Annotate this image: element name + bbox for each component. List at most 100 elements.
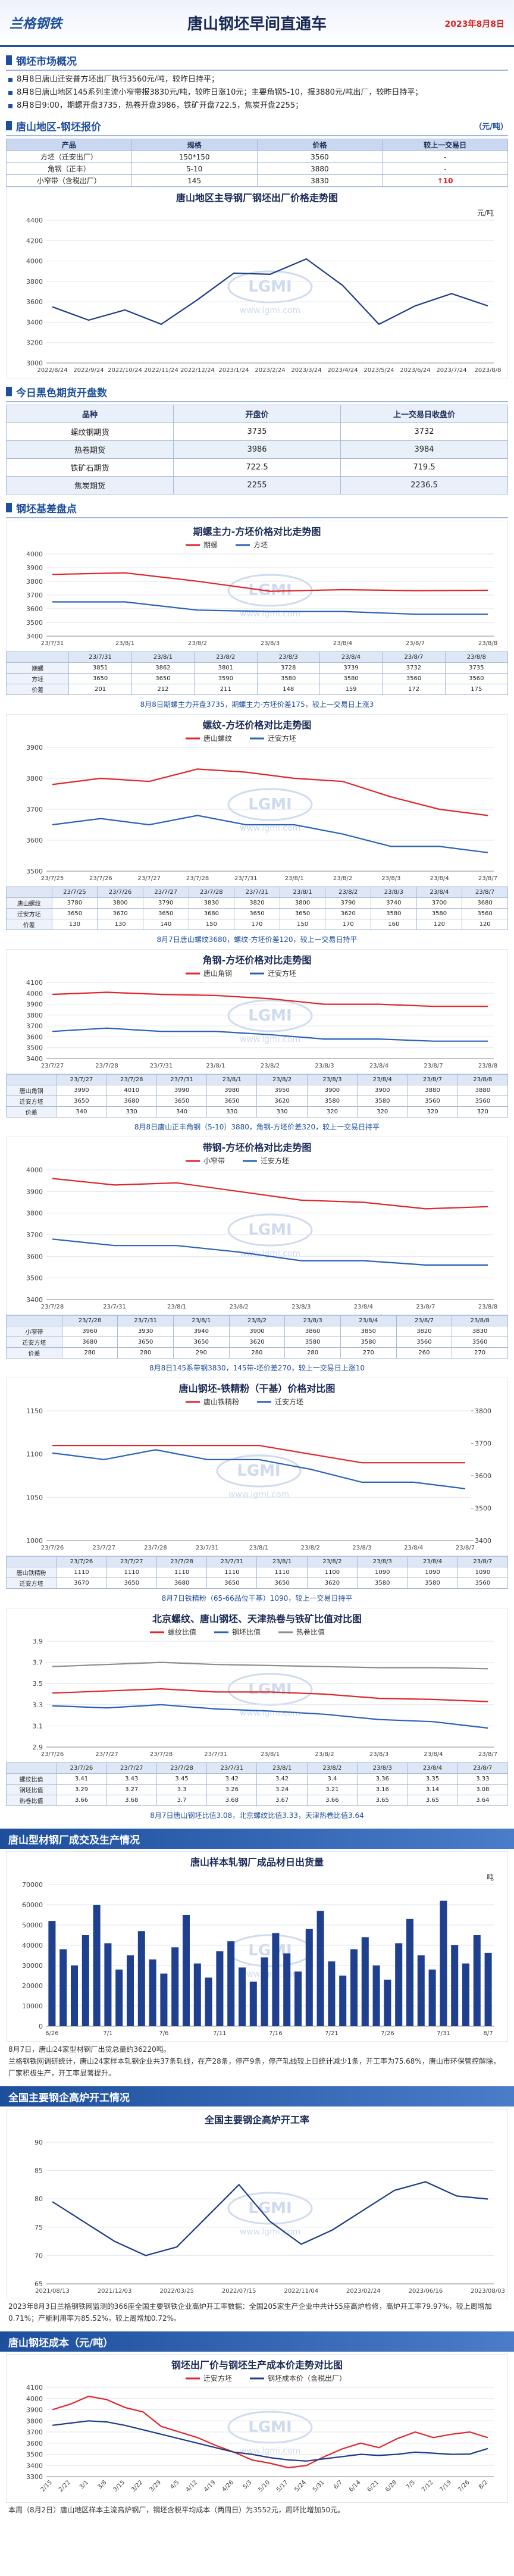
section-header: 全国主要钢企高炉开工情况 <box>0 2086 514 2107</box>
cell: 3620 <box>306 1577 358 1589</box>
cell: 3990 <box>156 1085 208 1096</box>
x-tick-label: 7/21 <box>325 2030 338 2037</box>
watermark-logo <box>227 2411 313 2444</box>
chart-background <box>6 2109 508 2299</box>
y-tick-label: 3000 <box>26 359 43 367</box>
x-tick-label: 2022/07/15 <box>222 2288 256 2295</box>
row: 铁矿石期货 722.5 719.5 <box>6 458 508 477</box>
caption: 8月8日期螺主力开盘3735，期螺主力-方坯价差175，较上一交易日上涨3 <box>140 700 374 709</box>
bar <box>48 1921 56 2026</box>
cell: 3560 <box>457 1577 509 1589</box>
cell: 3650 <box>51 908 98 919</box>
legend-label: 迁安方坯 <box>268 969 296 978</box>
cell: 3560 <box>457 1095 509 1107</box>
date-header: 23/8/4 <box>319 652 383 663</box>
bar <box>294 1971 302 2026</box>
row: 唐山螺纹 3780 3800 3790 3830 3820 3800 3790 3740 3700… <box>6 897 508 909</box>
date-header: 23/8/1 <box>206 1074 258 1085</box>
y-tick-label: 3.1 <box>33 1722 43 1730</box>
bullet: 8月8日唐山迁安普方坯出厂执行3560元/吨，较昨日持平； <box>0 73 514 86</box>
chart-title: 期螺主力-方坯价格对比走势图 <box>193 526 321 537</box>
date-header: 23/7/26 <box>56 1763 107 1774</box>
series-line <box>52 991 488 1007</box>
bar <box>205 1977 212 2026</box>
y-tick-label: 3.3 <box>33 1701 43 1709</box>
row-header: 螺纹比值 <box>5 1773 57 1785</box>
cell: 3.65 <box>407 1795 458 1806</box>
date-header: 23/8/3 <box>284 1315 341 1326</box>
bar <box>249 1982 257 2026</box>
cell: 螺纹钢期货 <box>6 422 174 441</box>
cell: 340 <box>156 1106 208 1118</box>
cell: 3900 <box>228 1326 286 1337</box>
x-tick-label: 2022/10/24 <box>108 367 142 374</box>
bar <box>372 1965 380 2026</box>
paragraph: 兰格钢铁网调研统计，唐山24家样本轧钢企业共37条轧线，在产28条，停产9条，停… <box>8 2057 500 2077</box>
y-tick-label: 1050 <box>26 1494 43 1501</box>
bar <box>193 1963 201 2026</box>
basis-table: 23/7/26 23/7/27 23/7/28 23/7/31 23/8/1 23/8/2… <box>5 1763 509 1806</box>
y-tick-label: 3900 <box>26 1188 43 1195</box>
cell: 3650 <box>131 673 195 684</box>
unit: 吨 <box>487 1873 494 1882</box>
date-header: 23/8/2 <box>306 1556 358 1567</box>
date-header: 23/8/2 <box>306 1763 358 1774</box>
y-tick-label: 3600 <box>26 605 43 613</box>
bar <box>462 1963 470 2026</box>
y-tick-label: 3500 <box>26 1044 43 1052</box>
bar <box>182 1915 190 2026</box>
date-header: 23/8/4 <box>407 1556 458 1567</box>
cell: 150 <box>188 919 235 930</box>
bar <box>171 1947 179 2026</box>
cell: 铁矿石期货 <box>6 458 174 477</box>
cell: 3670 <box>56 1577 107 1589</box>
watermark-text: LGMI <box>248 278 292 296</box>
chart: 全国主要钢企高炉开工率 LGMI www.lgmi.com 65 70 75 80 85 90 2… <box>6 2109 508 2299</box>
y2-tick-label: 3700 <box>475 1440 491 1448</box>
cell: 280 <box>228 1347 286 1359</box>
bar <box>428 1969 436 2026</box>
bar <box>227 1941 235 2026</box>
row: 唐山角钢 3990 4010 3990 3980 3950 3900 3900 3880 3880 <box>5 1085 509 1096</box>
date-header: 23/7/28 <box>156 1556 208 1567</box>
caption: 8月8日145系带钢3830，145带-坯价差270，较上一交易日上涨10 <box>149 1364 365 1372</box>
series-line <box>52 572 488 592</box>
corner <box>5 652 70 663</box>
x-tick-label: 23/8/1 <box>249 1545 268 1551</box>
section-header: 唐山钢坯成本（元/吨） <box>0 2331 514 2352</box>
section-title: 唐山地区-钢坯报价 <box>16 121 102 133</box>
header-row: 品种 开盘价 上一交易日收盘价 <box>6 405 508 423</box>
y-tick-label: 3800 <box>26 1012 43 1019</box>
x-tick-label: 23/7/27 <box>92 1545 115 1551</box>
basis-table: 23/7/26 23/7/27 23/7/28 23/7/31 23/8/1 23/8/2… <box>5 1556 509 1589</box>
x-tick-label: 23/7/31 <box>150 1063 173 1069</box>
date-header: 23/7/27 <box>142 887 189 898</box>
date-header: 23/8/7 <box>396 1315 453 1326</box>
x-tick-label: 23/8/7 <box>424 1063 443 1069</box>
y-tick-label: 20000 <box>22 1982 43 1990</box>
legend-label: 方坯 <box>253 540 268 549</box>
date-header: 23/8/1 <box>131 652 195 663</box>
cell: 3930 <box>117 1326 174 1337</box>
row: 方坯（迁安出厂） 150*150 3560- <box>6 151 508 163</box>
cell: 3986 <box>173 440 341 459</box>
series-line <box>52 2395 488 2469</box>
bar <box>238 1967 246 2026</box>
chart-title: 北京螺纹、唐山钢坯、天津热卷与铁矿比值对比图 <box>152 1613 362 1625</box>
legend-label: 迁安方坯 <box>275 1397 303 1406</box>
date-header: 23/7/31 <box>234 887 280 898</box>
series-line <box>52 1445 465 1464</box>
cell: 3830 <box>452 1326 508 1337</box>
cell: 3680 <box>61 1336 118 1348</box>
y-tick-label: 3900 <box>26 1001 43 1009</box>
date-header: 23/8/7 <box>462 887 508 898</box>
y-tick-label: 3800 <box>26 1210 43 1217</box>
series-line <box>52 601 488 615</box>
bar <box>272 1933 280 2026</box>
row: 钢坯比值 3.29 3.27 3.3 3.26 3.24 3.21 3.16 3.14 3.08 <box>5 1784 509 1795</box>
watermark-url: www.lgmi.com <box>240 1970 300 1979</box>
section-title: 唐山钢坯成本（元/吨） <box>8 2337 114 2349</box>
date-header: 23/7/31 <box>117 1315 174 1326</box>
watermark-logo <box>227 2192 313 2225</box>
bar <box>417 1955 425 2026</box>
